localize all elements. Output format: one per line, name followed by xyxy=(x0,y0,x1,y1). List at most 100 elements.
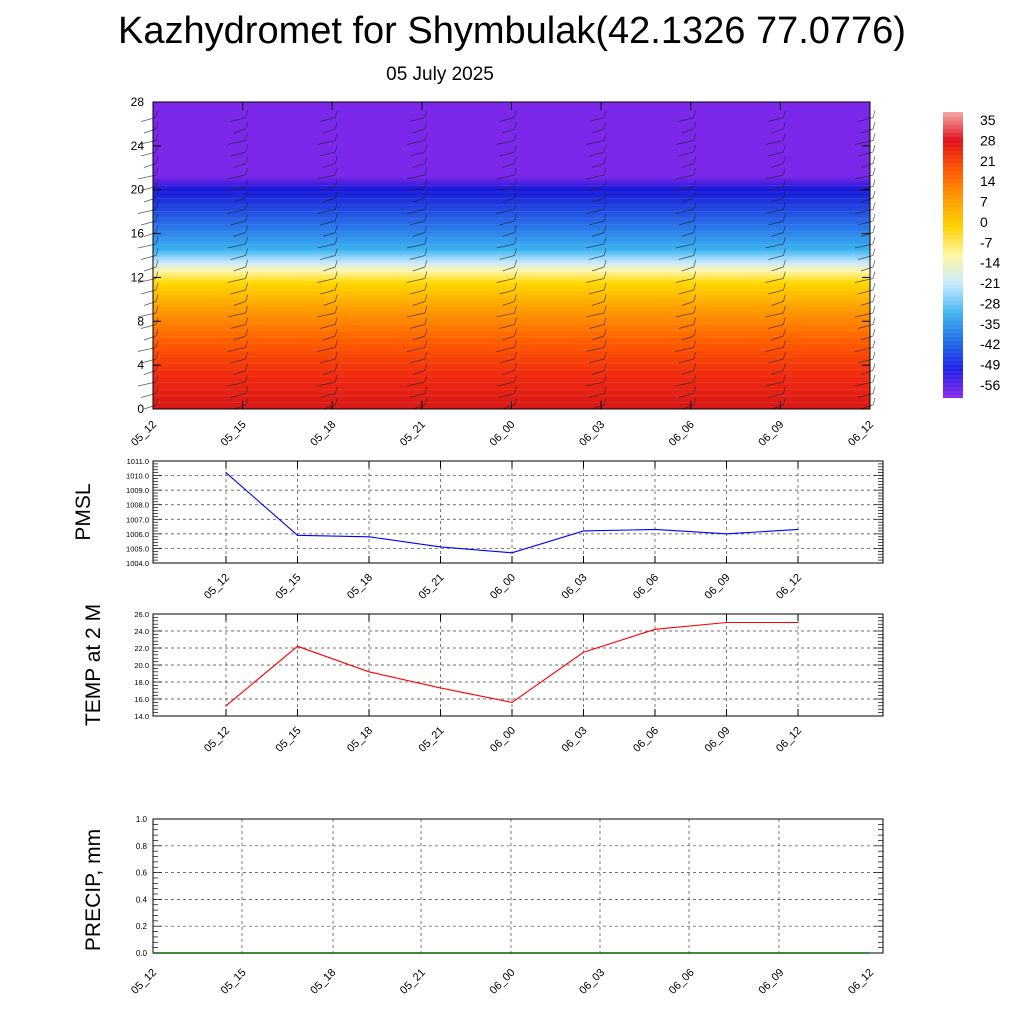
temp-data-point xyxy=(296,645,299,647)
wind-barb-flag xyxy=(783,340,786,348)
wind-barb-flag xyxy=(693,363,697,371)
wind-barb xyxy=(675,174,694,180)
wind-barb-flag xyxy=(245,110,248,118)
wind-barb-flag xyxy=(155,110,159,118)
wind-barb xyxy=(675,243,694,249)
colorbar-label: 35 xyxy=(980,112,996,128)
wind-barb-flag xyxy=(783,167,786,176)
temp-data-point xyxy=(225,705,227,707)
wind-barb xyxy=(406,140,425,145)
wind-barb-flag xyxy=(245,225,248,233)
wind-barb-flag xyxy=(693,121,697,130)
wind-barb-flag xyxy=(693,133,697,141)
wind-barb-flag xyxy=(603,248,607,256)
wind-barb xyxy=(502,370,515,375)
wind-barb-flag xyxy=(603,167,607,176)
wind-barb-flag xyxy=(693,340,697,348)
pmsl-x-tick-label: 06_09 xyxy=(703,572,733,602)
colorbar-label: 28 xyxy=(980,132,996,148)
wind-barb xyxy=(586,278,605,283)
wind-barb-flag xyxy=(693,328,697,337)
wind-barb-flag xyxy=(245,213,248,222)
wind-barb-flag xyxy=(424,340,428,348)
pmsl-x-tick-label: 05_18 xyxy=(345,572,375,602)
temp-x-tick-label: 05_18 xyxy=(345,725,375,755)
wind-barb xyxy=(768,151,784,157)
temp-data-point xyxy=(654,628,656,630)
wind-barb xyxy=(860,404,874,410)
wind-barb-flag xyxy=(693,248,697,256)
wind-barb-flag xyxy=(155,213,159,222)
precip-panel: 0.0 0.2 0.4 0.6 0.8 1.0 05_12 05_15 05_18 05_21 06… xyxy=(82,815,884,997)
wind-barb xyxy=(586,347,605,352)
wind-barb xyxy=(409,358,425,364)
wind-barb-flag xyxy=(872,259,876,268)
pmsl-data-point xyxy=(654,528,656,531)
temp-panel: 14.0 16.0 18.0 20.0 22.0 24.0 26.0 05_12 05_15 05… xyxy=(82,604,884,755)
pmsl-x-tick-label: 06_12 xyxy=(774,572,804,602)
x-tick-label: 05_12 xyxy=(129,419,159,449)
wind-barb-flag xyxy=(514,271,517,279)
temp-y-tick-label: 20.0 xyxy=(134,661,149,670)
pmsl-data-point xyxy=(439,546,442,548)
wind-barb xyxy=(592,197,605,203)
pmsl-y-tick-label: 1010.0 xyxy=(126,472,149,481)
pmsl-axis-label: PMSL xyxy=(72,483,95,540)
wind-barb-flag xyxy=(155,121,159,130)
y-tick-label: 0 xyxy=(137,402,144,416)
wind-barb xyxy=(675,381,694,387)
wind-barb-flag xyxy=(334,156,338,164)
wind-barb-flag xyxy=(155,294,159,302)
wind-barb-flag xyxy=(693,271,697,279)
wind-barb xyxy=(317,243,336,249)
wind-barb-flag xyxy=(514,156,517,164)
wind-barb-flag xyxy=(603,133,607,141)
precip-x-tick-label: 06_00 xyxy=(488,967,518,997)
wind-barb xyxy=(230,324,246,329)
wind-barb-flag xyxy=(603,397,607,406)
wind-barb-flag xyxy=(424,363,428,371)
wind-barb-flag xyxy=(334,236,338,245)
wind-barb xyxy=(320,255,336,260)
wind-barb xyxy=(323,266,336,272)
wind-barb xyxy=(323,232,336,237)
wind-barb xyxy=(681,128,694,134)
wind-barb-flag xyxy=(155,386,159,394)
temp-data-point xyxy=(368,671,370,673)
wind-barb xyxy=(496,381,515,387)
wind-barb-flag xyxy=(693,110,697,118)
wind-barb xyxy=(860,163,874,168)
wind-barb xyxy=(496,347,515,352)
wind-barb xyxy=(675,209,694,214)
wind-barb-flag xyxy=(783,190,786,199)
wind-barb xyxy=(681,370,694,375)
wind-barb xyxy=(592,370,605,375)
temp-x-tick-label: 05_15 xyxy=(274,725,304,755)
wind-barb-flag xyxy=(603,110,607,118)
precip-y-tick-label: 0.6 xyxy=(136,869,148,878)
wind-barb xyxy=(230,117,246,122)
wind-barb-flag xyxy=(245,133,248,141)
pmsl-data-point xyxy=(296,534,299,536)
wind-barb-flag xyxy=(783,305,786,314)
wind-barb-flag xyxy=(424,271,428,279)
wind-barb-flag xyxy=(783,202,786,210)
wind-barb-flag xyxy=(155,167,159,176)
wind-barb-flag xyxy=(872,156,876,164)
wind-barb-flag xyxy=(155,248,159,256)
wind-barb xyxy=(860,128,874,134)
wind-barb xyxy=(678,324,694,329)
wind-barb-flag xyxy=(783,144,786,153)
wind-barb xyxy=(406,347,425,352)
wind-barb-flag xyxy=(514,340,517,348)
wind-barb xyxy=(323,163,336,168)
wind-barb-flag xyxy=(334,144,338,153)
wind-barb xyxy=(317,174,336,180)
wind-barb xyxy=(678,358,694,364)
wind-barb-flag xyxy=(424,144,428,153)
wind-barb-flag xyxy=(424,236,428,245)
wind-barb-flag xyxy=(872,305,876,314)
y-tick-label: 16 xyxy=(131,227,145,241)
wind-barb xyxy=(502,335,515,341)
